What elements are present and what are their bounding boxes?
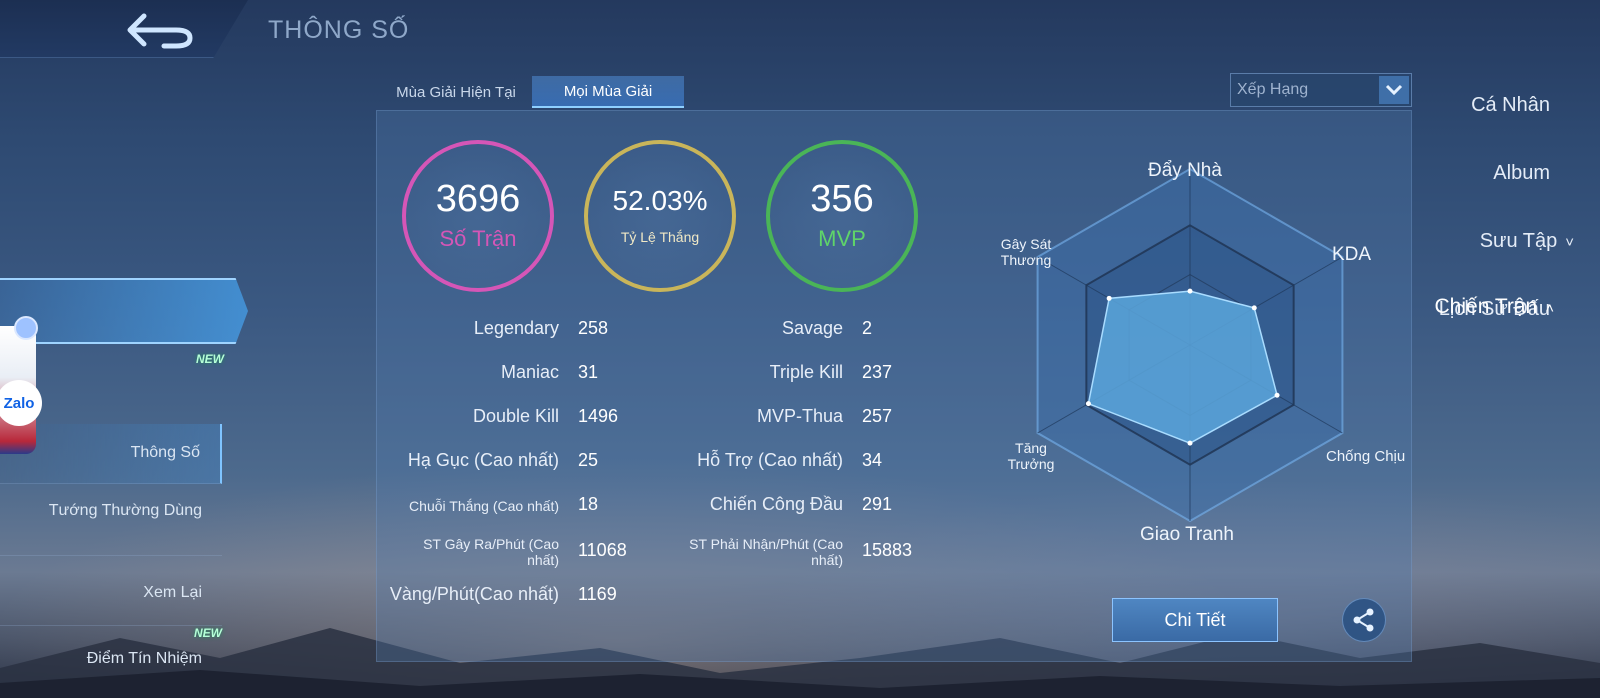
radar-label-kda: KDA — [1332, 244, 1372, 265]
stat-value-ho-tro: 34 — [862, 450, 883, 470]
winrate-label: Tỷ Lệ Thắng — [620, 229, 700, 245]
stat-value-vang-phut: 1169 — [578, 584, 617, 604]
sidebar-item-ca-nhan[interactable]: Cá Nhân — [1471, 94, 1550, 116]
winrate-value: 52.03% — [612, 185, 708, 216]
detail-button[interactable]: Chi Tiết — [1112, 598, 1278, 642]
back-arrow-icon — [127, 13, 193, 49]
stat-label-st-phai-nhan: ST Phải Nhận/Phút (Cao nhất) — [689, 536, 843, 568]
stat-value-mvp-thua: 257 — [862, 406, 893, 426]
share-button[interactable] — [1342, 598, 1386, 642]
mvp-ring: 356 MVP — [766, 140, 918, 292]
new-badge: NEW — [194, 626, 222, 640]
sidebar-item-chien-tran[interactable] — [0, 278, 248, 344]
stat-label-triple-kill: Triple Kill — [769, 362, 843, 382]
sidebar-subitem-tuong-thuong-dung[interactable]: Tướng Thường Dùng — [0, 492, 222, 556]
sidebar-item-suu-tap[interactable]: Sưu Tập ˅ — [1479, 230, 1574, 252]
stat-label-chuoi-thang: Chuỗi Thắng (Cao nhất) — [409, 498, 559, 514]
sidebar-item-chien-tran-label[interactable]: Chiến Trận ˄ — [1434, 295, 1555, 318]
stat-value-ha-guc: 25 — [578, 450, 599, 470]
stat-label-mvp-thua: MVP-Thua — [756, 406, 843, 426]
stat-label-maniac: Maniac — [500, 362, 559, 382]
tab-mua-giai-hien-tai[interactable]: Mùa Giải Hiện Tại — [396, 83, 516, 101]
radar-label-chong-chiu: Chống Chịu — [1326, 448, 1406, 465]
stat-label-vang-phut: Vàng/Phút(Cao nhất) — [389, 584, 559, 604]
stat-label-legendary: Legendary — [473, 318, 559, 338]
stat-value-chien-cong-dau: 291 — [862, 494, 893, 514]
stat-value-triple-kill: 237 — [862, 362, 893, 382]
sidebar-item-lich-su-dau[interactable]: Lịch Sử Đấu — [1438, 298, 1550, 320]
stat-value-st-phai-nhan: 15883 — [862, 540, 913, 560]
stat-value-chuoi-thang: 18 — [578, 494, 599, 514]
tab-moi-mua-giai[interactable]: Mọi Mùa Giải — [532, 76, 684, 108]
back-button[interactable] — [120, 8, 200, 52]
zalo-button[interactable]: Zalo — [0, 380, 42, 426]
page-title: THÔNG SỐ — [268, 16, 410, 44]
sidebar-item-album[interactable]: Album — [1493, 162, 1550, 184]
chevron-down-icon: ˅ — [1565, 234, 1574, 251]
radar-label-tang-truong: Tăng Trưởng — [1007, 440, 1055, 472]
stat-label-st-gay-ra: ST Gây Ra/Phút (Cao nhất) — [423, 536, 559, 568]
radar-label-gay-sat-thuong: Gây Sát Thương — [1000, 236, 1052, 268]
matches-label: Số Trận — [439, 226, 517, 251]
radar-label-giao-tranh: Giao Tranh — [1140, 524, 1234, 545]
stat-value-st-gay-ra: 11068 — [578, 540, 627, 560]
stat-value-maniac: 31 — [578, 362, 599, 382]
floating-dot-icon[interactable] — [14, 316, 38, 340]
sidebar-subitem-xem-lai[interactable]: Xem Lại — [0, 560, 222, 626]
winrate-ring: 52.03% Tỷ Lệ Thắng — [584, 140, 736, 292]
radar-label-day-nha: Đẩy Nhà — [1148, 160, 1222, 181]
matches-ring: 3696 Số Trận — [402, 140, 554, 292]
matches-value: 3696 — [435, 178, 521, 220]
chevron-down-icon[interactable] — [1379, 76, 1409, 104]
stat-label-ho-tro: Hỗ Trợ (Cao nhất) — [697, 450, 843, 470]
sidebar-subitem-thong-so[interactable]: Thông Số — [0, 424, 222, 484]
stat-label-savage: Savage — [781, 318, 843, 338]
dropdown-value: Xếp Hạng — [1237, 81, 1309, 98]
mvp-label: MVP — [818, 226, 866, 251]
new-badge: NEW — [196, 352, 224, 366]
stat-value-legendary: 258 — [578, 318, 609, 338]
stat-label-chien-cong-dau: Chiến Công Đầu — [709, 494, 843, 514]
mode-dropdown[interactable]: Xếp Hạng — [1230, 73, 1412, 107]
chevron-up-icon: ˄ — [1545, 300, 1554, 317]
stat-label-ha-guc: Hạ Gục (Cao nhất) — [407, 450, 559, 470]
share-icon — [1353, 608, 1374, 632]
stat-value-savage: 2 — [862, 318, 873, 338]
sidebar-subitem-diem-tin-nhiem[interactable]: Điểm Tín Nhiệm — [86, 650, 202, 667]
stat-label-double-kill: Double Kill — [472, 406, 559, 426]
stat-value-double-kill: 1496 — [578, 406, 619, 426]
header-plate — [0, 0, 248, 58]
mvp-value: 356 — [810, 178, 874, 220]
